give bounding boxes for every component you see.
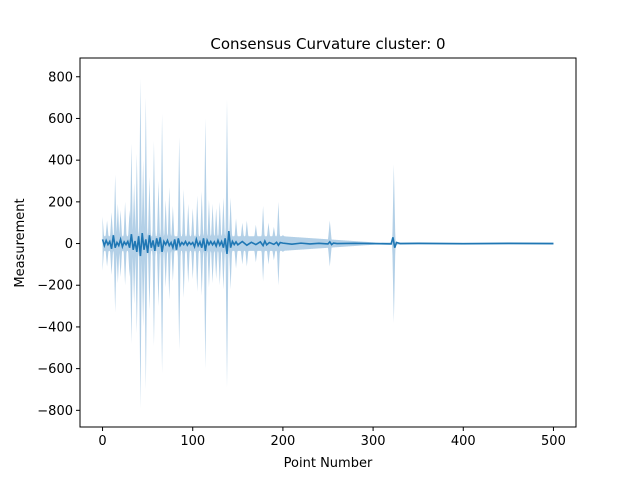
- y-axis-label: Measurement: [13, 198, 28, 287]
- x-tick-label: 400: [451, 434, 476, 449]
- y-tick-label: 600: [48, 112, 73, 127]
- y-tick-label: 0: [65, 237, 73, 252]
- x-tick-label: 200: [270, 434, 295, 449]
- y-tick-label: 200: [48, 195, 73, 210]
- x-tick-label: 300: [361, 434, 386, 449]
- y-tick-label: −200: [37, 279, 73, 294]
- y-axis: −800 −600 −400 −200 0 200 400 600 800: [37, 70, 80, 419]
- y-tick-label: −800: [37, 404, 73, 419]
- plot-area: [101, 78, 554, 409]
- plot-frame: [79, 57, 577, 428]
- y-tick-label: 400: [48, 154, 73, 169]
- y-tick-label: −600: [37, 362, 73, 377]
- y-tick-label: 800: [48, 70, 73, 85]
- x-axis-label: Point Number: [284, 456, 373, 471]
- y-tick-label: −400: [37, 320, 73, 335]
- mean-line: [101, 230, 554, 257]
- x-tick-label: 0: [98, 434, 106, 449]
- chart-title: Consensus Curvature cluster: 0: [210, 35, 445, 53]
- x-tick-label: 100: [180, 434, 205, 449]
- x-axis: 0 100 200 300 400 500: [98, 427, 566, 449]
- x-tick-label: 500: [541, 434, 566, 449]
